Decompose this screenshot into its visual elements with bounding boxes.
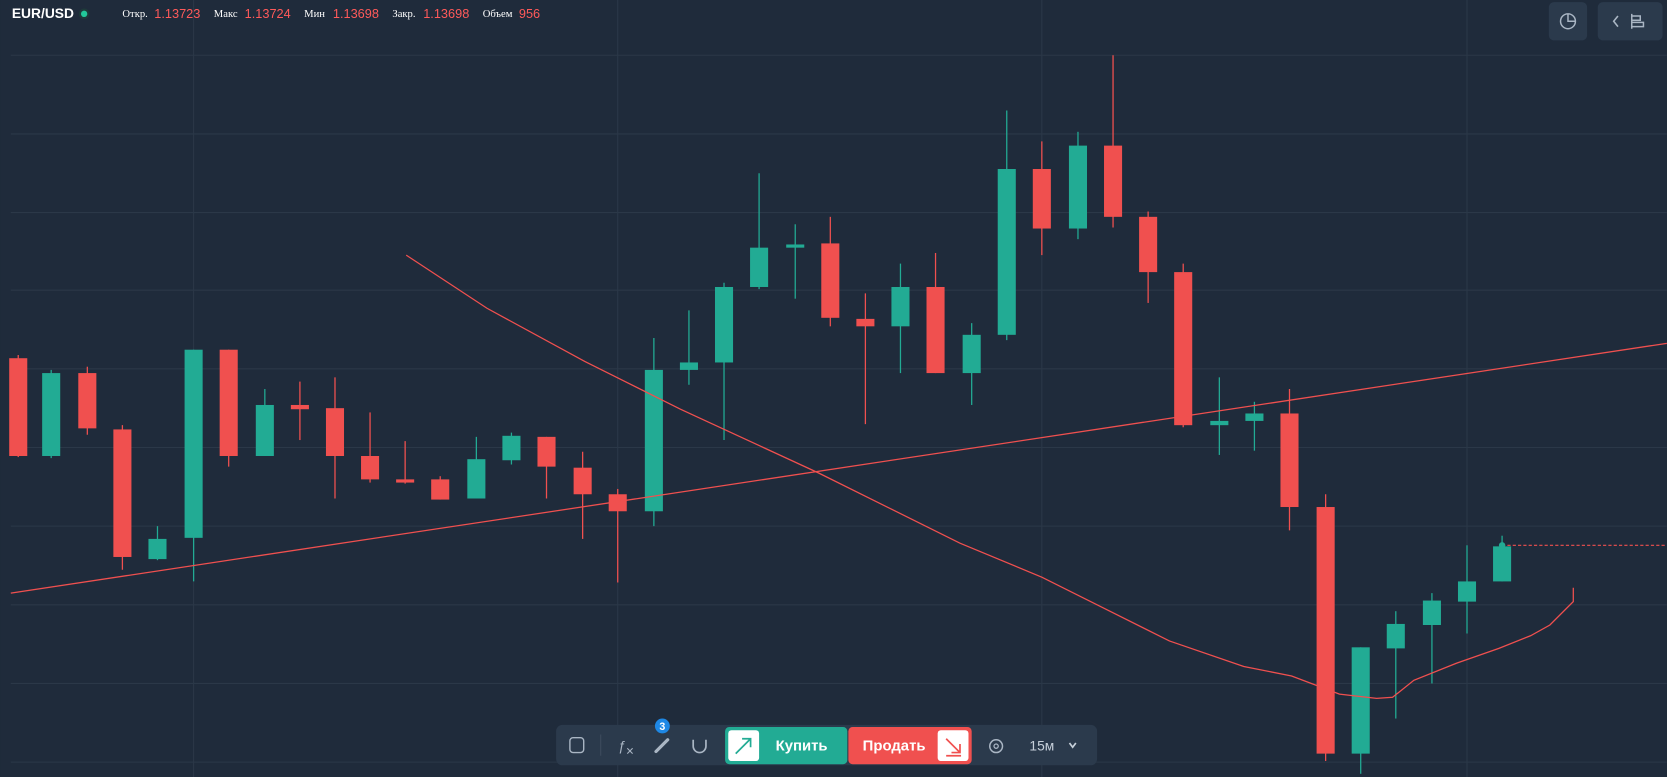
icon	[626, 747, 633, 754]
candle-body	[1493, 546, 1512, 582]
stat-value: 1.13698	[333, 6, 379, 21]
sell-icon	[945, 738, 962, 757]
candle-body	[1386, 623, 1405, 649]
candle-body	[1068, 145, 1088, 229]
candle-body	[997, 169, 1016, 335]
candle-body	[9, 358, 28, 456]
candle-body	[1422, 600, 1441, 626]
candles	[9, 55, 1512, 774]
candle-body	[1245, 413, 1264, 421]
timeframe-chevron[interactable]	[1068, 742, 1077, 749]
panel-button[interactable]	[1597, 2, 1663, 41]
candle-body	[537, 436, 556, 467]
stat-value: 1.13698	[423, 6, 469, 21]
badge	[654, 718, 670, 734]
candle-body	[431, 479, 450, 500]
last-price-dot	[1498, 542, 1506, 549]
stat-value: 956	[519, 6, 540, 21]
magnet-button[interactable]	[692, 739, 707, 754]
candle-body	[1032, 169, 1051, 229]
candle-body	[1104, 145, 1123, 217]
buy-label: Купить	[776, 738, 828, 754]
candle-body	[361, 455, 380, 480]
candle-body	[786, 244, 805, 248]
icon	[1631, 13, 1645, 29]
trend-line	[10, 342, 1667, 594]
candle-body	[42, 373, 61, 456]
indicators-button[interactable]: ƒ	[618, 737, 626, 753]
stat-value: 1.13723	[154, 6, 200, 21]
icon	[993, 743, 999, 749]
candle-body	[608, 494, 627, 512]
candle-body	[78, 373, 97, 429]
candle-body	[679, 362, 698, 370]
stat-value: 1.13724	[245, 6, 291, 21]
candle-body	[714, 286, 734, 363]
moving-average	[405, 254, 1574, 699]
candle-body	[290, 404, 309, 410]
candle-body	[325, 408, 345, 456]
candle-body	[891, 286, 910, 327]
candle-body	[1280, 413, 1299, 508]
candle-body	[467, 459, 486, 499]
candle-body	[750, 247, 769, 287]
candle-body	[821, 243, 840, 318]
candle-body	[184, 349, 203, 538]
candle-body	[1351, 647, 1370, 754]
settings-button[interactable]	[989, 739, 1004, 754]
icon	[1567, 13, 1576, 23]
icon	[1612, 15, 1619, 28]
candle-body	[113, 429, 132, 557]
stats: Откр. 1.13723 Макс 1.13724 Мин 1.13698 Закр. 1.…	[122, 6, 540, 21]
candle-body	[502, 435, 521, 461]
buy-icon	[735, 737, 752, 755]
stat-label: Откр.	[122, 9, 147, 20]
candle-body	[962, 334, 981, 374]
candle-body	[255, 404, 274, 456]
candle-body	[1316, 507, 1335, 754]
symbol[interactable]: EUR/USD	[12, 5, 74, 21]
badge-count: 3	[659, 721, 665, 733]
candle-body	[856, 318, 875, 327]
stat-label: Объем	[483, 9, 513, 20]
candle-body	[644, 369, 663, 512]
grid	[10, 0, 1667, 777]
stat-label: Закр.	[392, 9, 415, 20]
candle-body	[219, 349, 238, 456]
candle-body	[926, 286, 945, 374]
candle-body	[1457, 581, 1477, 602]
drawing-button[interactable]	[654, 738, 670, 754]
timeframe[interactable]: 15м	[1029, 737, 1054, 753]
candle-body	[1139, 216, 1158, 273]
layout-button[interactable]	[569, 736, 585, 754]
candle-body	[573, 467, 592, 495]
candle-body	[1210, 420, 1229, 426]
candle-body	[1174, 272, 1193, 426]
sell-label: Продать	[863, 738, 926, 754]
stat-label: Макс	[214, 9, 238, 20]
candle-body	[148, 538, 167, 560]
candle-body	[396, 479, 415, 483]
stat-label: Мин	[304, 9, 325, 20]
status-dot	[80, 10, 88, 18]
